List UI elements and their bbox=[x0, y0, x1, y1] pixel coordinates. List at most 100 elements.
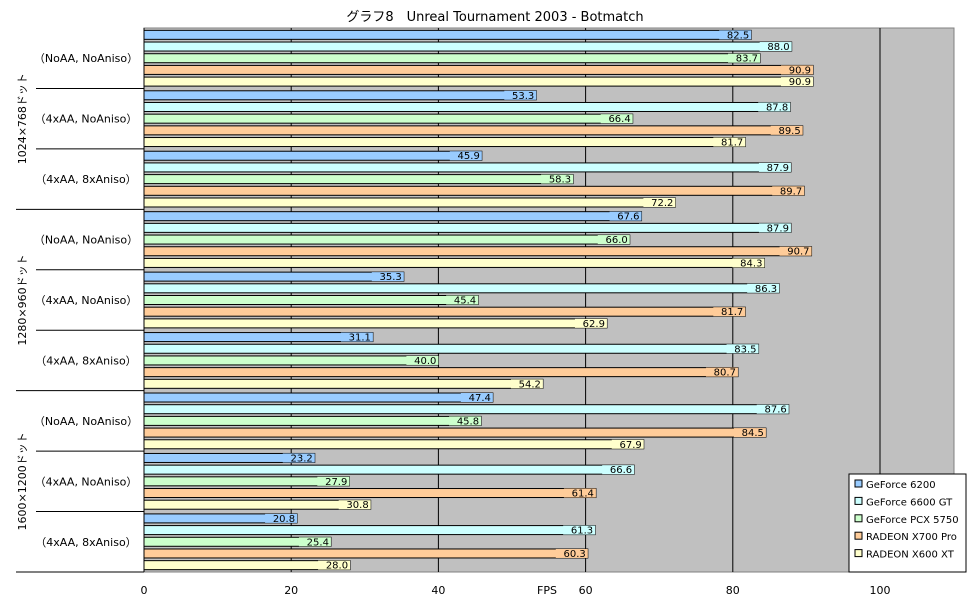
data-label-bg bbox=[611, 439, 644, 449]
data-label: 81.7 bbox=[721, 307, 743, 318]
data-label-bg bbox=[759, 42, 792, 52]
bar bbox=[143, 439, 645, 450]
group-label: 1024×768ドット bbox=[16, 73, 29, 164]
legend-box bbox=[848, 473, 967, 573]
bar bbox=[143, 246, 813, 257]
data-label-bg bbox=[449, 151, 482, 161]
bar bbox=[143, 64, 814, 75]
legend-swatch bbox=[854, 549, 863, 558]
data-label-bg bbox=[758, 162, 791, 172]
data-label-bg bbox=[713, 137, 746, 147]
bar bbox=[143, 318, 608, 329]
data-label: 23.2 bbox=[290, 453, 312, 464]
bar bbox=[143, 29, 752, 40]
data-label-bg bbox=[779, 246, 812, 256]
data-label: 54.2 bbox=[519, 379, 541, 390]
category-label: （4xAA, 8xAniso） bbox=[35, 354, 136, 367]
chart-title: グラフ8 Unreal Tournament 2003 - Botmatch bbox=[346, 10, 643, 25]
data-label-bg bbox=[265, 513, 298, 523]
data-label-bg bbox=[340, 332, 373, 342]
category-label: （4xAA, 8xAniso） bbox=[35, 536, 136, 549]
bar bbox=[143, 332, 374, 343]
bars bbox=[143, 29, 814, 571]
data-label-bg bbox=[504, 90, 537, 100]
data-label: 84.3 bbox=[740, 258, 762, 269]
data-label: 35.3 bbox=[380, 272, 402, 283]
data-label: 28.0 bbox=[326, 561, 348, 572]
category-label: （NoAA, NoAniso） bbox=[34, 52, 138, 65]
bar bbox=[143, 76, 814, 87]
data-label: 86.3 bbox=[755, 284, 777, 295]
data-label-bg bbox=[728, 53, 761, 63]
data-label: 89.5 bbox=[778, 126, 800, 137]
category-label: （4xAA, NoAniso） bbox=[35, 113, 138, 126]
data-label: 20.8 bbox=[273, 514, 295, 525]
bar bbox=[143, 525, 596, 536]
bar bbox=[143, 427, 767, 438]
data-label-bg bbox=[758, 223, 791, 233]
category-label: （NoAA, NoAniso） bbox=[34, 234, 138, 247]
data-label-bg bbox=[770, 125, 803, 135]
legend-swatch bbox=[854, 514, 863, 523]
legend-label: RADEON X600 XT bbox=[866, 550, 955, 561]
data-label-bg bbox=[772, 186, 805, 196]
legend-label: GeForce 6600 GT bbox=[866, 497, 953, 508]
data-label: 87.9 bbox=[767, 223, 789, 234]
data-label: 53.3 bbox=[512, 91, 534, 102]
x-tick-label: 80 bbox=[726, 584, 740, 597]
bar bbox=[143, 295, 479, 305]
bar bbox=[143, 125, 804, 136]
data-label: 87.9 bbox=[767, 163, 789, 174]
data-label-bg bbox=[318, 560, 351, 570]
data-label: 67.6 bbox=[617, 212, 639, 223]
group-label: 1600×1200ドット bbox=[16, 432, 29, 530]
data-label-bg bbox=[609, 211, 642, 221]
data-label-bg bbox=[756, 404, 789, 414]
data-label-bg bbox=[510, 379, 543, 389]
data-label: 82.5 bbox=[727, 30, 749, 41]
data-label-bg bbox=[338, 500, 371, 510]
data-label-bg bbox=[317, 476, 350, 486]
bar bbox=[143, 499, 372, 510]
data-label-bg bbox=[781, 65, 814, 75]
data-label-bg bbox=[555, 548, 588, 558]
data-label-bg bbox=[732, 258, 765, 268]
bar bbox=[143, 101, 791, 112]
data-label-bg bbox=[563, 525, 596, 535]
data-label: 88.0 bbox=[767, 42, 789, 53]
bar bbox=[143, 53, 761, 64]
bar bbox=[143, 113, 634, 124]
group-label: 1280×960ドット bbox=[16, 254, 29, 345]
category-axis: （NoAA, NoAniso） （4xAA, NoAniso） （4xAA, 8xA… bbox=[16, 28, 145, 573]
data-label-bg bbox=[713, 307, 746, 317]
bar bbox=[143, 392, 494, 403]
data-label-bg bbox=[446, 295, 479, 305]
legend-label: RADEON X700 Pro bbox=[866, 532, 957, 543]
bar bbox=[143, 283, 780, 294]
x-tick-label: 100 bbox=[870, 584, 891, 597]
data-label-bg bbox=[600, 114, 633, 124]
data-labels: 82.5 88.0 83.7 90.990.9 53.3 87.8 66.4 89.5 81.7… bbox=[265, 30, 814, 572]
data-label-bg bbox=[602, 465, 635, 475]
data-label: 61.3 bbox=[571, 526, 593, 537]
data-label-bg bbox=[705, 367, 738, 377]
data-label: 90.9 bbox=[789, 77, 811, 88]
data-label: 45.9 bbox=[458, 151, 480, 162]
legend: GeForce 6200 GeForce 6600 GT GeForce PCX 5… bbox=[848, 473, 967, 573]
legend-swatch bbox=[854, 531, 863, 540]
data-label: 72.2 bbox=[651, 198, 673, 209]
x-axis-label: FPS bbox=[537, 584, 557, 597]
bar bbox=[143, 378, 544, 389]
legend-swatch bbox=[854, 496, 863, 505]
bar bbox=[143, 548, 589, 559]
data-label-bg bbox=[449, 416, 482, 426]
data-label-bg bbox=[726, 344, 759, 354]
bar bbox=[143, 185, 805, 196]
bar bbox=[143, 211, 643, 222]
data-label: 81.7 bbox=[721, 138, 743, 149]
bar bbox=[143, 162, 792, 173]
data-label: 47.4 bbox=[469, 393, 491, 404]
legend-swatch bbox=[854, 479, 863, 488]
bar bbox=[143, 197, 676, 208]
